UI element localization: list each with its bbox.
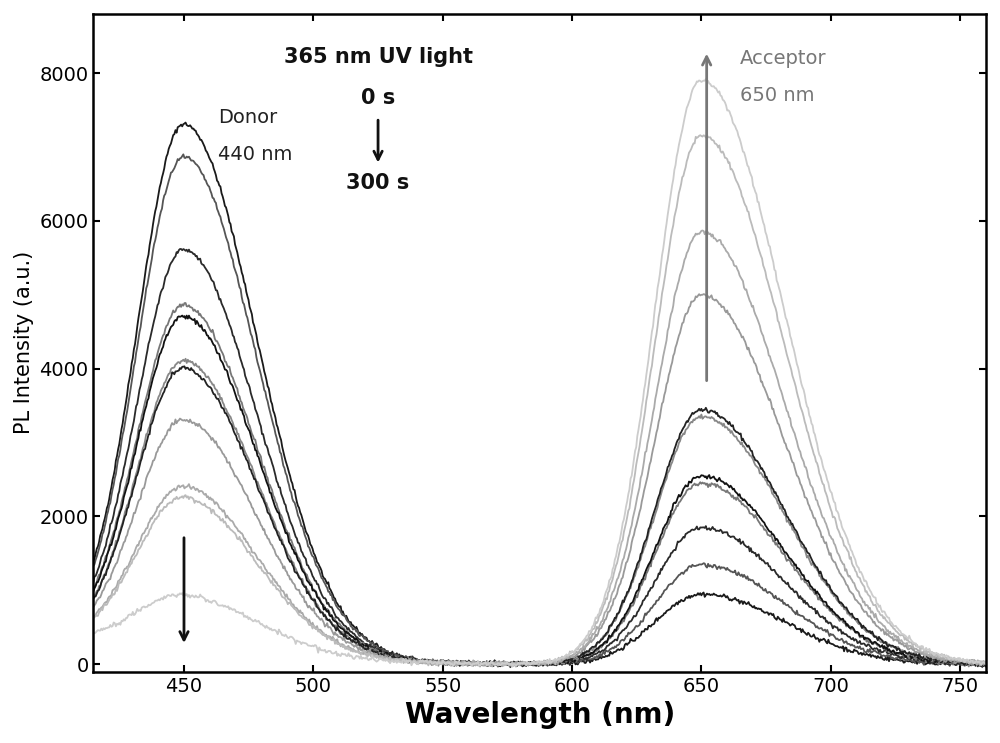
Text: 0 s: 0 s: [361, 88, 395, 108]
Text: Donor: Donor: [218, 108, 277, 127]
Text: 440 nm: 440 nm: [218, 145, 292, 163]
Text: 300 s: 300 s: [346, 173, 410, 192]
Text: Acceptor: Acceptor: [740, 49, 827, 68]
Y-axis label: PL Intensity (a.u.): PL Intensity (a.u.): [14, 251, 34, 435]
Text: 365 nm UV light: 365 nm UV light: [284, 47, 473, 67]
Text: 650 nm: 650 nm: [740, 85, 815, 105]
X-axis label: Wavelength (nm): Wavelength (nm): [405, 701, 675, 729]
